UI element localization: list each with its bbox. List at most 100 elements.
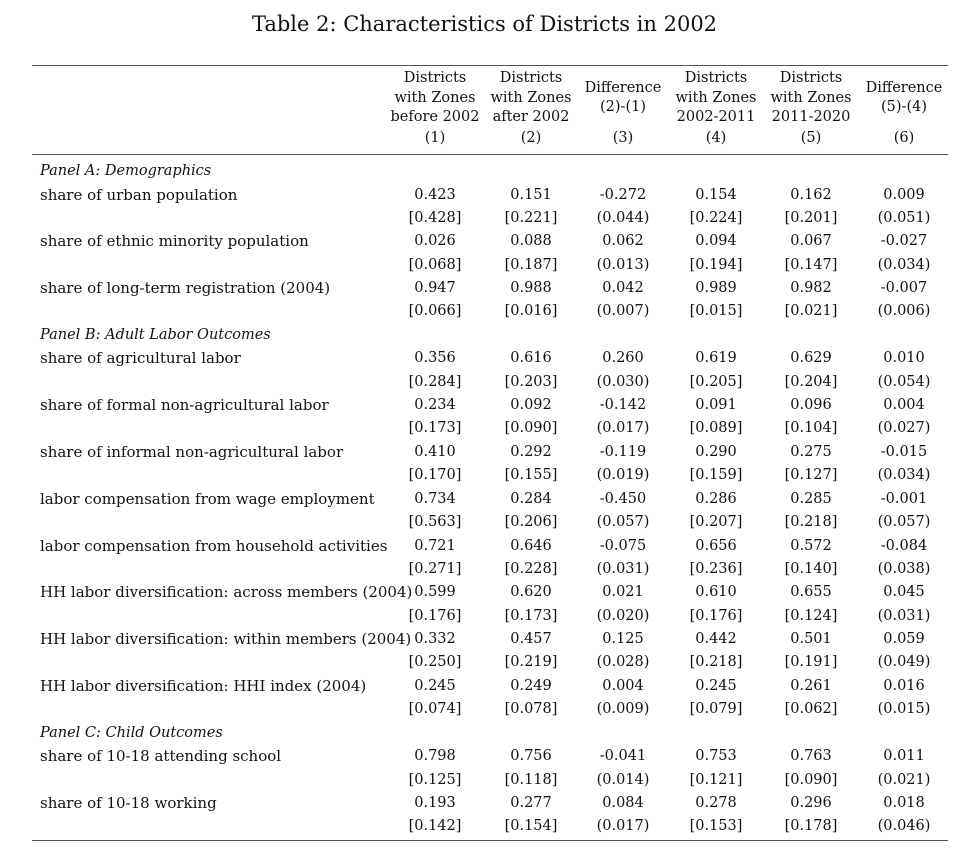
value-cell: 0.616 xyxy=(510,350,552,367)
error-cell: (0.014) xyxy=(596,771,650,788)
header-rule xyxy=(32,154,948,155)
value-cell: -0.450 xyxy=(599,490,647,507)
value-cell: 0.088 xyxy=(510,233,552,250)
value-cell: 0.067 xyxy=(790,233,832,250)
error-cell: (0.031) xyxy=(596,560,650,577)
error-cell: (0.019) xyxy=(596,467,650,484)
error-cell: (0.017) xyxy=(596,818,650,835)
column-header-line: with Zones xyxy=(490,89,572,106)
error-cell: (0.044) xyxy=(596,209,650,226)
error-cell: [0.271] xyxy=(408,560,462,577)
error-cell: [0.224] xyxy=(689,209,743,226)
top-rule xyxy=(32,65,948,67)
value-cell: 0.989 xyxy=(695,280,737,297)
value-cell: 0.249 xyxy=(510,678,552,694)
error-cell: [0.104] xyxy=(784,420,838,437)
column-number: (5) xyxy=(800,130,822,146)
error-cell: (0.015) xyxy=(877,701,931,718)
row-label: share of 10-18 attending school xyxy=(40,747,282,766)
column-header-line: Districts xyxy=(403,70,467,86)
value-cell: -0.084 xyxy=(880,537,928,554)
error-cell: [0.170] xyxy=(408,467,462,484)
error-cell: [0.191] xyxy=(784,654,838,671)
value-cell: 0.442 xyxy=(695,631,737,648)
row-label: share of 10-18 working xyxy=(40,794,217,813)
value-cell: -0.001 xyxy=(880,490,928,507)
value-cell: -0.007 xyxy=(880,280,928,297)
error-cell: [0.203] xyxy=(504,373,558,390)
value-cell: 0.610 xyxy=(695,584,737,601)
error-cell: [0.078] xyxy=(504,701,558,718)
value-cell: -0.272 xyxy=(599,186,647,203)
error-cell: (0.057) xyxy=(596,514,650,530)
value-cell: 0.457 xyxy=(510,631,552,648)
error-cell: [0.090] xyxy=(784,771,838,788)
error-cell: [0.142] xyxy=(408,818,462,835)
value-cell: 0.004 xyxy=(883,397,925,414)
error-cell: [0.074] xyxy=(408,701,462,718)
error-cell: [0.206] xyxy=(504,514,558,530)
error-cell: [0.219] xyxy=(504,654,558,671)
value-cell: 0.234 xyxy=(414,397,456,414)
value-cell: 0.004 xyxy=(602,678,644,694)
value-cell: 0.410 xyxy=(414,444,456,460)
error-cell: [0.176] xyxy=(689,607,743,624)
error-cell: [0.428] xyxy=(408,209,462,226)
error-cell: [0.194] xyxy=(689,256,743,273)
table-title: Table 2: Characteristics of Districts in… xyxy=(251,12,718,36)
row-label: labor compensation from wage employment xyxy=(40,489,375,508)
error-cell: [0.218] xyxy=(784,514,838,530)
error-cell: (0.030) xyxy=(596,373,650,390)
value-cell: 0.285 xyxy=(790,490,832,507)
value-cell: 0.423 xyxy=(414,186,456,203)
error-cell: [0.218] xyxy=(689,654,743,671)
error-cell: [0.236] xyxy=(689,560,743,577)
column-header-line: Difference xyxy=(584,79,662,96)
row-label: share of informal non-agricultural labor xyxy=(40,443,344,461)
value-cell: 0.620 xyxy=(510,584,552,601)
row-label: HH labor diversification: across members… xyxy=(40,583,413,602)
column-header-line: with Zones xyxy=(770,89,852,106)
value-cell: -0.041 xyxy=(599,748,647,765)
value-cell: 0.094 xyxy=(695,233,737,250)
column-header-line: (5)-(4) xyxy=(881,99,927,116)
column-header-2: Districts with Zones after 2002 (2) xyxy=(483,69,579,149)
value-cell: 0.763 xyxy=(790,748,832,765)
column-number: (4) xyxy=(705,130,727,146)
value-cell: 0.096 xyxy=(790,397,832,414)
value-cell: -0.119 xyxy=(599,444,647,460)
error-cell: (0.028) xyxy=(596,654,650,671)
value-cell: 0.016 xyxy=(883,678,925,694)
error-cell: [0.201] xyxy=(784,209,838,226)
value-cell: 0.045 xyxy=(883,584,925,601)
value-cell: 0.292 xyxy=(510,444,552,460)
column-header-line: 2002-2011 xyxy=(676,109,756,125)
bottom-rule xyxy=(32,840,948,842)
row-label: share of long-term registration (2004) xyxy=(40,279,331,298)
error-cell: [0.016] xyxy=(504,303,558,320)
column-header-line: with Zones xyxy=(675,89,757,106)
value-cell: 0.245 xyxy=(414,678,456,694)
value-cell: 0.021 xyxy=(602,584,644,601)
row-label: share of agricultural labor xyxy=(40,349,241,368)
value-cell: 0.734 xyxy=(414,490,456,507)
row-label: share of urban population xyxy=(40,185,238,204)
column-header-5: Districts with Zones 2011-2020 (5) xyxy=(763,69,859,149)
column-header-line: after 2002 xyxy=(492,109,570,125)
column-header-4: Districts with Zones 2002-2011 (4) xyxy=(668,69,764,149)
value-cell: 0.245 xyxy=(695,678,737,694)
error-cell: [0.068] xyxy=(408,256,462,273)
error-cell: [0.021] xyxy=(784,303,838,320)
panel-title: Panel B: Adult Labor Outcomes xyxy=(40,326,271,343)
error-cell: [0.173] xyxy=(504,607,558,624)
value-cell: 0.059 xyxy=(883,631,925,648)
value-cell: 0.275 xyxy=(790,444,832,460)
error-cell: (0.034) xyxy=(877,256,931,273)
error-cell: [0.118] xyxy=(504,771,558,788)
value-cell: 0.010 xyxy=(883,350,925,367)
error-cell: (0.038) xyxy=(877,560,931,577)
error-cell: [0.563] xyxy=(408,514,462,530)
error-cell: [0.062] xyxy=(784,701,838,718)
value-cell: -0.142 xyxy=(599,397,647,414)
value-cell: 0.260 xyxy=(602,350,644,367)
